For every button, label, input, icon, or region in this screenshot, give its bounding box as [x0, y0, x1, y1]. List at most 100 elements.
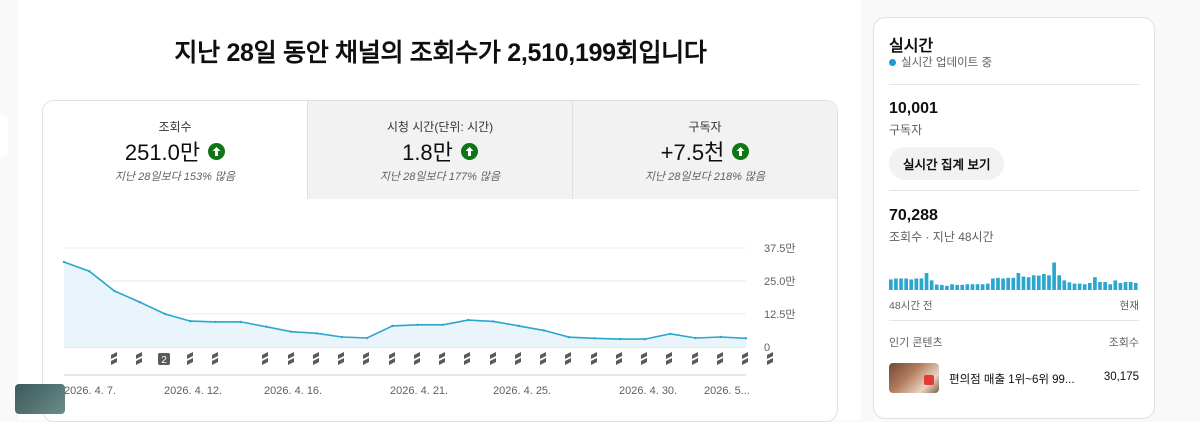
realtime-bar	[1123, 282, 1128, 290]
realtime-views-label: 조회수 · 지난 48시간	[889, 230, 994, 244]
realtime-bar	[929, 280, 934, 290]
shorts-icon	[515, 352, 521, 365]
data-point	[618, 337, 621, 341]
realtime-bar	[889, 279, 893, 290]
left-rail-edge	[0, 115, 8, 157]
realtime-bar	[1087, 282, 1092, 290]
realtime-bar	[955, 284, 959, 290]
data-point	[593, 337, 596, 340]
arrow-up-icon	[208, 142, 226, 160]
x-tick-label: 2026. 4. 16.	[264, 385, 322, 397]
metric-tabs: 조회수 251.0만 지난 28일보다 153% 많음 시청 시간(단위: 시간…	[43, 101, 837, 199]
realtime-bar	[1093, 277, 1097, 290]
realtime-bar	[914, 278, 919, 290]
data-point	[466, 318, 470, 322]
data-point	[239, 320, 243, 324]
realtime-bar	[1006, 277, 1011, 290]
realtime-bar	[960, 284, 965, 290]
data-point	[441, 323, 445, 327]
shorts-icon	[464, 352, 470, 365]
metric-value: 1.8만	[402, 140, 453, 165]
x-tick-label: 2026. 4. 7.	[64, 385, 116, 397]
x-tick-label: 2026. 4. 25.	[493, 385, 551, 397]
realtime-bar	[904, 278, 908, 290]
realtime-bar	[1011, 277, 1016, 290]
realtime-bar	[924, 273, 929, 290]
metric-value-row: +7.5천	[573, 135, 837, 167]
shorts-icon	[767, 352, 773, 365]
realtime-bar	[1067, 282, 1072, 290]
metric-label: 조회수	[158, 120, 192, 134]
shorts-icon	[666, 352, 672, 365]
popular-item-title: 편의점 매출 1위~6위 99...	[949, 374, 1075, 386]
shorts-icon	[288, 352, 294, 365]
data-point	[189, 319, 192, 323]
metric-value: +7.5천	[660, 140, 725, 165]
realtime-bar	[965, 284, 970, 290]
realtime-bar	[945, 285, 949, 290]
metric-value-row: 1.8만	[308, 135, 572, 167]
realtime-bar	[1133, 282, 1138, 290]
y-tick-label: 12.5만	[764, 308, 796, 321]
realtime-bar	[899, 278, 903, 290]
data-point	[214, 320, 217, 324]
video-thumbnail	[889, 363, 939, 393]
data-point	[744, 337, 748, 340]
data-point	[492, 320, 495, 323]
tab-watch-time[interactable]: 시청 시간(단위: 시간) 1.8만 지난 28일보다 177% 많음	[307, 101, 572, 199]
realtime-subscribers-label: 구독자	[889, 123, 923, 137]
arrow-up-icon	[460, 142, 478, 160]
realtime-bar	[970, 284, 975, 290]
realtime-bar	[996, 277, 1000, 290]
popular-item-views: 30,175	[1103, 371, 1139, 383]
shorts-icon	[692, 352, 698, 365]
views-line-chart[interactable]: 37.5만 25.0만 12.5만 0 2 2026. 4. 7. 2026. 4. 12.…	[42, 230, 832, 408]
shorts-icon	[389, 352, 395, 365]
page-headline: 지난 28일 동안 채널의 조회수가 2,510,199회입니다	[174, 39, 707, 67]
y-tick-label: 0	[764, 342, 770, 354]
divider	[889, 84, 1139, 85]
realtime-bar	[950, 284, 954, 290]
realtime-bar	[1077, 283, 1082, 290]
tab-views[interactable]: 조회수 251.0만 지난 28일보다 153% 많음	[43, 101, 307, 199]
realtime-axis-end: 현재	[1119, 300, 1139, 312]
divider	[889, 190, 1139, 191]
realtime-bar	[1036, 275, 1041, 290]
realtime-bar	[1082, 284, 1087, 290]
realtime-bar	[1016, 273, 1021, 290]
realtime-bar	[1021, 276, 1026, 290]
data-point	[669, 332, 672, 335]
realtime-title: 실시간	[889, 38, 934, 55]
realtime-bar	[919, 278, 924, 290]
live-dot-icon	[889, 58, 896, 66]
realtime-bar-chart[interactable]	[889, 258, 1139, 290]
realtime-bar	[1042, 274, 1046, 290]
marker-count: 2	[161, 355, 167, 366]
data-point	[163, 312, 167, 316]
x-tick-label: 2026. 4. 21.	[390, 385, 448, 397]
data-point	[694, 336, 697, 340]
shorts-icon	[363, 352, 369, 365]
divider	[889, 320, 1139, 321]
realtime-bar	[1031, 275, 1036, 290]
data-point	[719, 335, 722, 339]
realtime-views-value: 70,288	[889, 207, 938, 224]
shorts-icon	[262, 352, 268, 365]
shorts-icon	[565, 352, 571, 365]
arrow-up-icon	[732, 142, 750, 160]
realtime-view-button[interactable]: 실시간 집계 보기	[889, 147, 1005, 180]
realtime-bar	[1128, 282, 1133, 290]
data-point	[315, 332, 318, 335]
popular-item[interactable]: 편의점 매출 1위~6위 99... 30,175	[889, 363, 1139, 393]
realtime-bar	[894, 278, 898, 290]
metric-comparison: 지난 28일보다 177% 많음	[379, 171, 501, 183]
metric-comparison: 지난 28일보다 218% 많음	[644, 171, 766, 183]
data-point	[542, 329, 546, 332]
tab-subscribers[interactable]: 구독자 +7.5천 지난 28일보다 218% 많음	[572, 101, 837, 199]
realtime-bar	[1113, 280, 1118, 290]
shorts-icon	[187, 352, 193, 365]
realtime-bar	[909, 279, 914, 290]
realtime-axis-start: 48시간 전	[889, 300, 933, 312]
realtime-bar	[1001, 278, 1005, 290]
y-tick-label: 37.5만	[764, 242, 796, 255]
